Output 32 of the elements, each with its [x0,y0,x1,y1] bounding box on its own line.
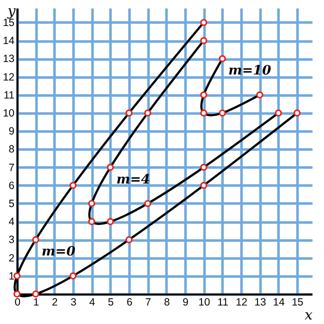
y-tick-label: 13 [2,53,15,66]
x-tick-label: 0 [14,296,21,308]
y-tick-label: 7 [8,162,15,174]
x-tick-label: 9 [182,296,189,308]
x-tick-label: 3 [70,296,77,308]
y-tick-label: 14 [2,35,15,48]
x-tick-label: 7 [145,296,152,308]
y-tick-label: 9 [8,126,15,138]
x-tick-label: 11 [217,296,228,308]
x-tick-label: 4 [89,296,96,308]
x-tick-label: 14 [273,296,285,308]
y-tick-label: 10 [2,107,15,120]
x-tick-label: 5 [108,296,114,308]
x-tick-label: 6 [126,296,133,308]
y-tick-label: 1 [8,270,15,282]
x-tick-label: 8 [164,296,170,308]
y-axis-title: y [6,4,17,20]
y-tick-label: 4 [8,216,15,228]
x-tick-label: 13 [254,296,266,308]
y-tick-label: 3 [8,234,15,246]
x-tick-label: 1 [33,296,40,308]
x-axis-title: x [304,308,313,324]
y-tick-label: 12 [2,71,15,84]
y-tick-label: 6 [8,180,15,192]
y-tick-label: 8 [8,144,15,156]
x-tick-label: 12 [236,296,248,308]
y-tick-label: 5 [8,198,15,210]
x-tick-label: 15 [292,296,304,308]
y-tick-label: 11 [4,89,15,102]
x-tick-label: 2 [52,296,58,308]
y-tick-label: 2 [8,252,15,264]
x-tick-label: 10 [198,296,210,308]
